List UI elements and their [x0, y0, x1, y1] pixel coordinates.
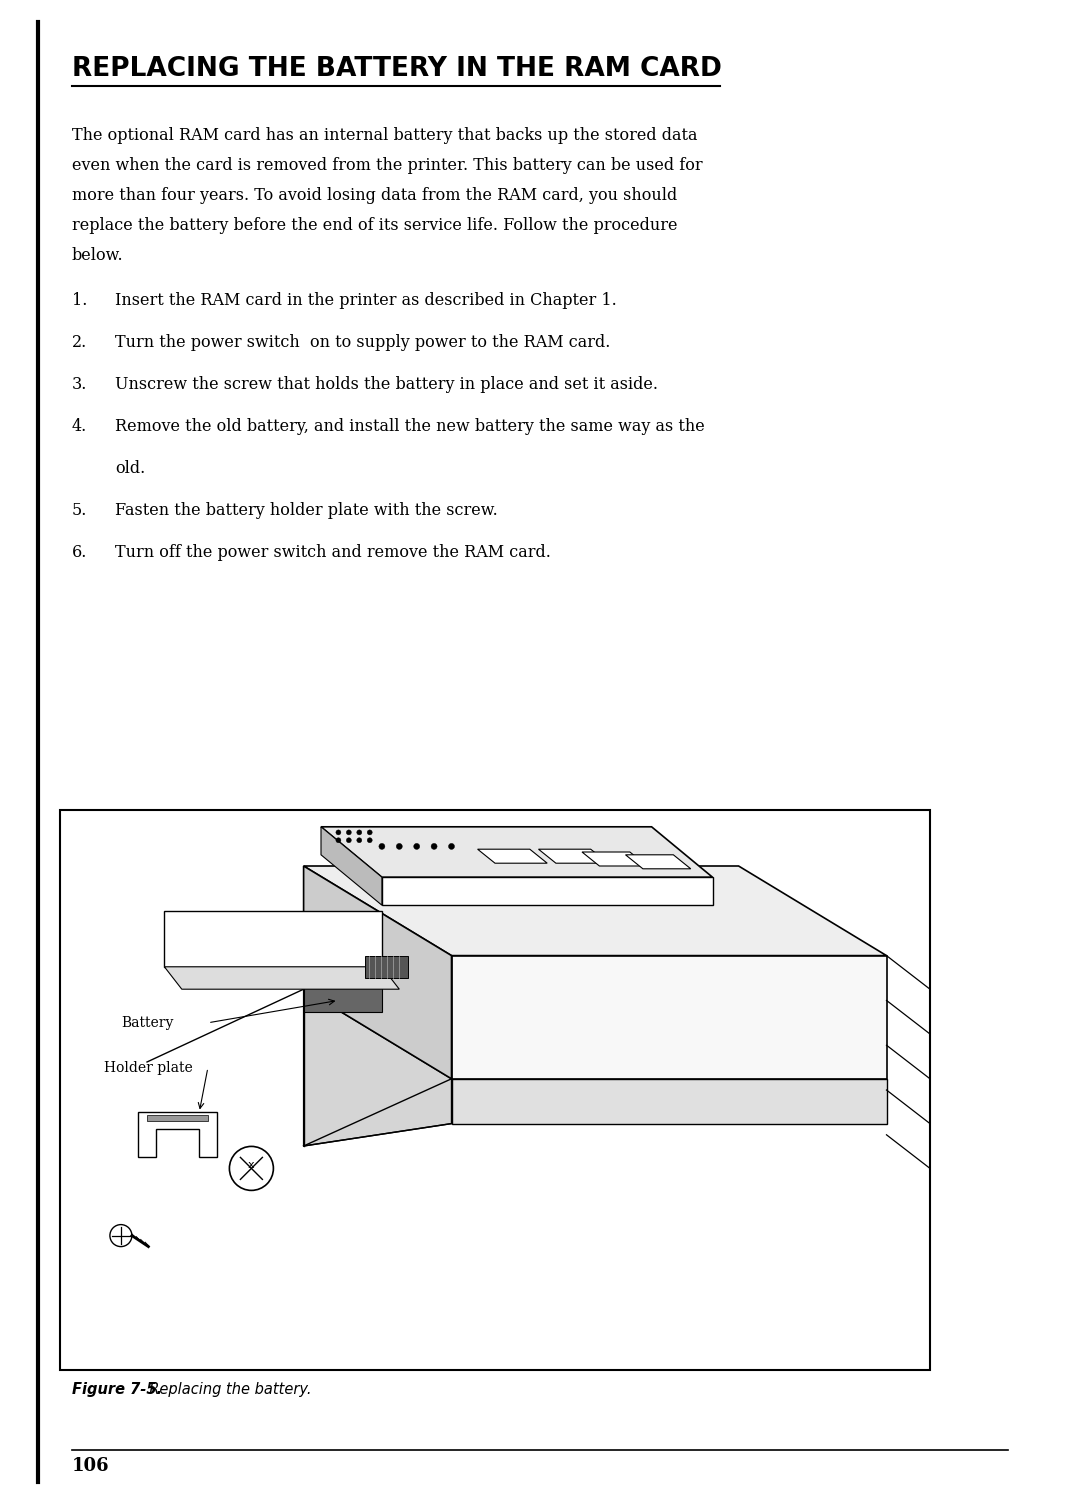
Polygon shape: [539, 850, 608, 863]
Polygon shape: [451, 1078, 887, 1123]
Text: Figure 7-5.: Figure 7-5.: [72, 1382, 162, 1397]
Text: 5.: 5.: [72, 502, 87, 519]
Circle shape: [229, 1146, 273, 1190]
Text: Unscrew the screw that holds the battery in place and set it aside.: Unscrew the screw that holds the battery…: [114, 376, 658, 393]
Text: 1.: 1.: [72, 292, 87, 308]
Circle shape: [356, 830, 362, 835]
Text: 2.: 2.: [72, 334, 87, 351]
Text: 106: 106: [72, 1458, 110, 1476]
Text: Turn off the power switch and remove the RAM card.: Turn off the power switch and remove the…: [114, 544, 551, 561]
Text: The optional RAM card has an internal battery that backs up the stored data: The optional RAM card has an internal ba…: [72, 127, 698, 144]
Circle shape: [347, 838, 351, 842]
Circle shape: [336, 838, 341, 842]
Circle shape: [336, 830, 341, 835]
Text: Remove the old battery, and install the new battery the same way as the: Remove the old battery, and install the …: [114, 417, 705, 435]
Circle shape: [347, 830, 351, 835]
Text: old.: old.: [114, 460, 145, 476]
Text: Insert the RAM card in the printer as described in Chapter 1.: Insert the RAM card in the printer as de…: [114, 292, 617, 308]
Circle shape: [367, 830, 373, 835]
Polygon shape: [138, 1113, 217, 1157]
Circle shape: [431, 844, 437, 850]
Circle shape: [414, 844, 420, 850]
Polygon shape: [365, 956, 408, 978]
Polygon shape: [164, 966, 400, 989]
Polygon shape: [477, 850, 548, 863]
Text: x: x: [248, 1160, 255, 1170]
Text: Turn the power switch  on to supply power to the RAM card.: Turn the power switch on to supply power…: [114, 334, 610, 351]
Text: Replacing the battery.: Replacing the battery.: [140, 1382, 311, 1397]
Circle shape: [110, 1225, 132, 1246]
Text: 6.: 6.: [72, 544, 87, 561]
Polygon shape: [451, 956, 887, 1078]
Circle shape: [367, 838, 373, 842]
Text: even when the card is removed from the printer. This battery can be used for: even when the card is removed from the p…: [72, 157, 703, 174]
Circle shape: [379, 844, 384, 850]
Polygon shape: [321, 827, 382, 906]
Polygon shape: [303, 989, 451, 1146]
Circle shape: [396, 844, 402, 850]
Text: REPLACING THE BATTERY IN THE RAM CARD: REPLACING THE BATTERY IN THE RAM CARD: [72, 56, 721, 82]
Text: Holder plate: Holder plate: [104, 1060, 192, 1075]
Polygon shape: [321, 827, 713, 877]
Text: below.: below.: [72, 246, 123, 265]
Text: Fasten the battery holder plate with the screw.: Fasten the battery holder plate with the…: [114, 502, 498, 519]
Polygon shape: [382, 877, 713, 906]
Polygon shape: [303, 866, 451, 1078]
Circle shape: [448, 844, 455, 850]
Text: Battery: Battery: [121, 1016, 173, 1030]
Polygon shape: [582, 851, 647, 866]
Polygon shape: [625, 854, 691, 869]
Text: 3.: 3.: [72, 376, 87, 393]
Bar: [60, 810, 930, 1370]
Text: more than four years. To avoid losing data from the RAM card, you should: more than four years. To avoid losing da…: [72, 187, 677, 204]
Polygon shape: [303, 956, 382, 1012]
Text: replace the battery before the end of its service life. Follow the procedure: replace the battery before the end of it…: [72, 218, 677, 234]
Circle shape: [356, 838, 362, 842]
Text: 4.: 4.: [72, 417, 87, 435]
Polygon shape: [164, 910, 382, 966]
Polygon shape: [147, 1116, 207, 1120]
Polygon shape: [303, 866, 887, 956]
